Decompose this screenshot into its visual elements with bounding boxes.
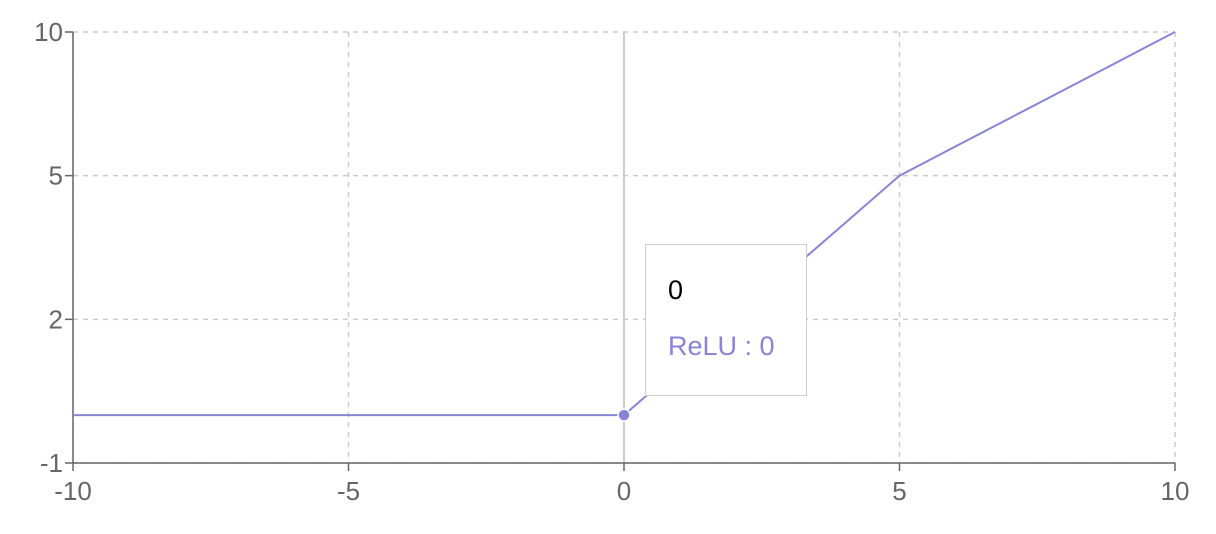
tooltip-item-relu: ReLU : 0 [668,331,775,361]
y-tick-label: -1 [40,448,63,478]
x-tick-label: 0 [617,476,631,506]
y-axis-ticks: -1 2 5 10 [34,17,73,478]
y-tick-label: 5 [49,161,63,191]
x-tick-label: -5 [337,476,360,506]
series-layer [73,31,1176,422]
tooltip: 0 ReLU : 0 [645,244,807,396]
y-tick-label: 10 [34,17,63,47]
active-point-dot [617,408,631,422]
x-axis-ticks: -10 -5 0 5 10 [54,463,1189,506]
x-tick-label: 5 [892,476,906,506]
tooltip-label: 0 [668,275,684,305]
y-tick-label: 2 [49,304,63,334]
x-tick-label: -10 [54,476,92,506]
x-tick-label: 10 [1161,476,1190,506]
